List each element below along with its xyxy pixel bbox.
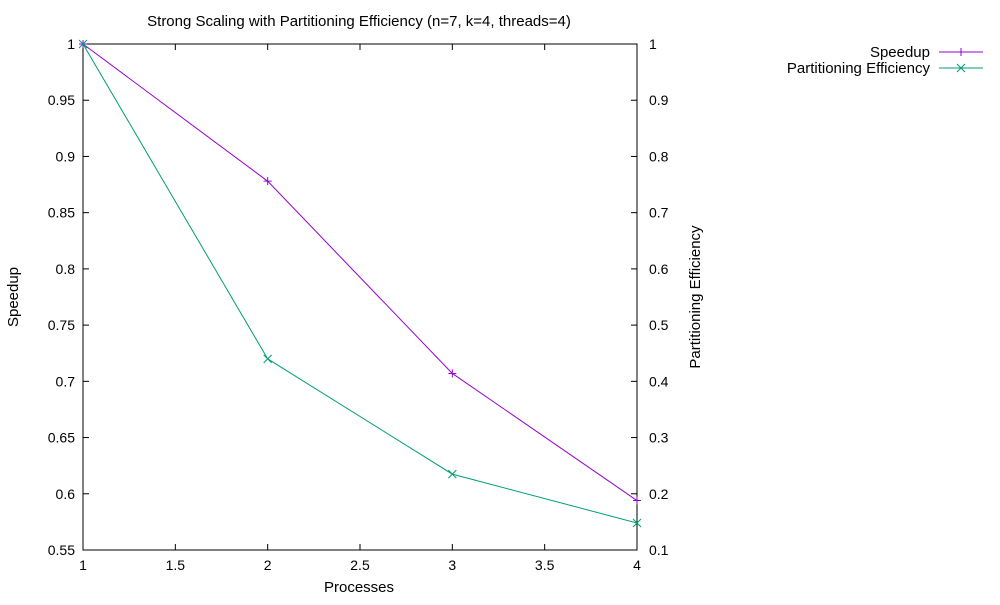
data-point bbox=[633, 496, 641, 505]
series-2 bbox=[78, 39, 642, 528]
data-point bbox=[447, 469, 457, 479]
y-tick-label: 1 bbox=[67, 36, 75, 52]
legend-marker bbox=[957, 48, 965, 56]
y2-tick-label: 1 bbox=[649, 36, 657, 52]
y2-tick-label: 0.2 bbox=[649, 486, 669, 502]
chart-title: Strong Scaling with Partitioning Efficie… bbox=[147, 13, 571, 30]
ticks-layer: 1 1.5 2 2.5 3 3.5 4 0.55 0.6 0.65 0.7 0.75 0.8 0.85 0.… bbox=[48, 36, 669, 573]
legend-label: Partitioning Efficiency bbox=[787, 60, 931, 77]
x-tick-label: 2 bbox=[264, 557, 272, 573]
y2-tick-label: 0.5 bbox=[649, 317, 669, 333]
legend-marker bbox=[956, 63, 966, 73]
legend-label: Speedup bbox=[870, 44, 930, 61]
y-tick-label: 0.8 bbox=[56, 261, 76, 277]
y-tick-label: 0.9 bbox=[56, 148, 76, 164]
y2-tick-label: 0.4 bbox=[649, 373, 669, 389]
y-tick-label: 0.7 bbox=[56, 373, 76, 389]
y-axis-label: Speedup bbox=[5, 267, 22, 327]
y2-tick-label: 0.8 bbox=[649, 148, 669, 164]
y-tick-label: 0.85 bbox=[48, 205, 75, 221]
y-tick-label: 0.75 bbox=[48, 317, 75, 333]
y-tick-label: 0.65 bbox=[48, 430, 75, 446]
data-point bbox=[78, 39, 88, 49]
series-line bbox=[82, 43, 638, 501]
series-1 bbox=[79, 40, 641, 505]
y2-tick-label: 0.7 bbox=[649, 205, 669, 221]
y-tick-label: 0.55 bbox=[48, 542, 75, 558]
y2-tick-label: 0.9 bbox=[649, 92, 669, 108]
x-axis-label: Processes bbox=[324, 579, 394, 596]
y-tick-label: 0.6 bbox=[56, 486, 76, 502]
y2-tick-label: 0.1 bbox=[649, 542, 669, 558]
x-tick-label: 3 bbox=[448, 557, 456, 573]
data-point bbox=[263, 354, 273, 364]
x-tick-label: 1.5 bbox=[166, 557, 186, 573]
y2-tick-label: 0.3 bbox=[649, 430, 669, 446]
x-tick-label: 1 bbox=[79, 557, 87, 573]
y-tick-label: 0.95 bbox=[48, 92, 75, 108]
data-point bbox=[263, 177, 272, 186]
data-point bbox=[632, 518, 642, 528]
y2-axis-label: Partitioning Efficiency bbox=[687, 225, 704, 369]
plot-frame bbox=[82, 43, 638, 551]
x-tick-label: 4 bbox=[633, 557, 641, 573]
data-point bbox=[448, 369, 457, 378]
y2-tick-label: 0.6 bbox=[649, 261, 669, 277]
series-line bbox=[82, 43, 638, 524]
x-tick-label: 3.5 bbox=[535, 557, 555, 573]
x-tick-label: 2.5 bbox=[350, 557, 370, 573]
series-layer bbox=[78, 39, 642, 528]
